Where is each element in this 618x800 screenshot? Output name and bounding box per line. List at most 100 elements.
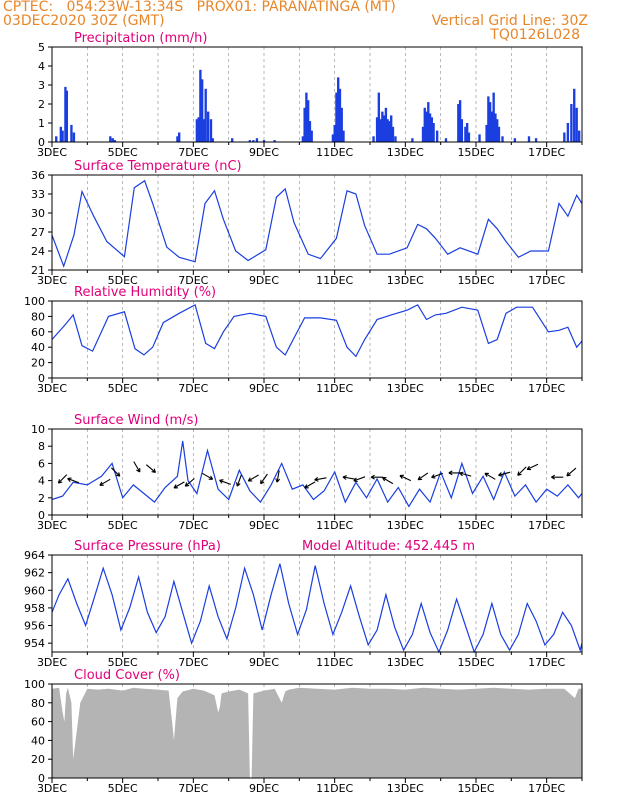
wind-direction-arrow [133, 461, 141, 473]
precip-bar [202, 119, 206, 142]
precip-bar [306, 100, 310, 142]
precip-bar [273, 140, 276, 142]
precip-bar [342, 130, 345, 142]
precip-bar [109, 136, 112, 142]
precip-bar [377, 92, 381, 142]
x-tick-label: 5DEC [108, 782, 138, 795]
y-tick-label: 100 [24, 678, 45, 691]
series-line [51, 440, 583, 508]
y-tick-label: 2 [38, 98, 45, 111]
panel-frame [51, 683, 583, 779]
precip-bar [435, 130, 439, 142]
precip-bar [333, 124, 336, 142]
precip-bar [199, 69, 202, 142]
y-tick-label: 80 [31, 697, 45, 710]
y-tick-label: 958 [24, 602, 45, 615]
x-tick-label: 7DEC [178, 274, 208, 287]
panel-annotation: Model Altitude: 452.445 m [302, 539, 475, 554]
wind-direction-arrow [353, 476, 366, 483]
x-tick-label: 5DEC [108, 519, 138, 532]
x-tick-label: 7DEC [178, 382, 208, 395]
panel-2: 0 20 40 60 80 100 3DEC 5DEC 7DEC 9DEC 11DEC 13DEC 15… [24, 285, 583, 395]
precip-bar [386, 119, 389, 142]
x-tick-label: 15DEC [457, 519, 494, 532]
x-tick-label: 17DEC [528, 274, 565, 287]
x-tick-label: 7DEC [178, 656, 208, 669]
wind-direction-arrow [431, 472, 443, 479]
x-tick-label: 11DEC [316, 382, 353, 395]
precip-bar [382, 115, 386, 142]
wind-direction-arrow [342, 475, 355, 480]
precip-bar [444, 138, 448, 142]
y-tick-label: 10 [31, 423, 45, 436]
wind-direction-arrow [57, 474, 68, 484]
x-tick-label: 13DEC [387, 782, 424, 795]
precip-bar [211, 138, 214, 142]
precip-bar [204, 88, 207, 142]
y-tick-label: 30 [31, 207, 45, 220]
precip-bar [570, 104, 573, 142]
x-tick-label: 9DEC [249, 782, 279, 795]
wind-direction-arrow [517, 466, 527, 476]
precip-bar [252, 140, 255, 142]
panel-title: Cloud Cover (%) [74, 668, 180, 683]
panel-title: Precipitation (mm/h) [74, 31, 207, 46]
x-tick-label: 3DEC [37, 782, 67, 795]
precip-bar [195, 119, 199, 142]
precip-bar [335, 92, 338, 142]
precip-bar [430, 117, 434, 142]
precip-bar [488, 102, 492, 142]
x-tick-label: 13DEC [387, 274, 424, 287]
precip-bar [248, 140, 252, 142]
precip-bar [497, 126, 501, 142]
x-tick-label: 13DEC [387, 656, 424, 669]
precip-bar [534, 138, 538, 142]
panel-title: Surface Wind (m/s) [74, 413, 198, 428]
precip-bar [566, 123, 570, 142]
wind-direction-arrow [459, 471, 472, 477]
precip-bar [427, 102, 430, 142]
precip-bar [255, 138, 259, 142]
precip-bar [432, 123, 435, 142]
panel-frame [51, 174, 583, 271]
precip-bar [496, 119, 499, 142]
precip-bar [340, 107, 343, 142]
y-tick-label: 964 [24, 549, 45, 562]
wind-direction-arrow [173, 481, 185, 489]
precip-bar [421, 126, 425, 142]
x-tick-label: 11DEC [316, 146, 353, 159]
x-tick-label: 5DEC [108, 274, 138, 287]
y-tick-label: 21 [31, 264, 45, 277]
wind-direction-arrow [219, 479, 231, 485]
y-tick-label: 3 [38, 79, 45, 92]
y-tick-label: 5 [38, 41, 45, 54]
series-line [51, 179, 583, 269]
wind-direction-arrow [314, 476, 327, 482]
wind-direction-arrow [304, 481, 316, 489]
precip-bar [423, 107, 426, 142]
precip-bar [209, 119, 213, 142]
panel-0: 0 1 2 3 4 5 3DEC 5DEC 7DEC 9DEC 11DEC 13DEC 15DEC 17D… [37, 31, 583, 159]
precip-bar [337, 77, 340, 142]
x-tick-label: 15DEC [457, 382, 494, 395]
x-tick-label: 7DEC [178, 782, 208, 795]
precip-bar [394, 136, 397, 142]
wind-direction-arrow [498, 471, 511, 477]
x-tick-label: 17DEC [528, 519, 565, 532]
precip-bar [178, 132, 181, 142]
x-tick-label: 13DEC [387, 382, 424, 395]
precip-bar [428, 113, 432, 142]
precip-bar [575, 107, 578, 142]
precip-bar [310, 130, 313, 142]
x-tick-label: 11DEC [316, 782, 353, 795]
precip-bar [464, 126, 467, 142]
x-tick-label: 11DEC [316, 656, 353, 669]
precip-bar [478, 134, 481, 142]
header-model-code: TQ0126L028 [490, 27, 580, 43]
precip-bar [379, 119, 382, 142]
header-date-line: 03DEC2020 30Z (GMT) [3, 13, 165, 29]
y-tick-label: 0 [38, 509, 45, 522]
x-tick-label: 9DEC [249, 146, 279, 159]
wind-direction-arrow [370, 474, 384, 480]
panel-frame [51, 554, 583, 653]
